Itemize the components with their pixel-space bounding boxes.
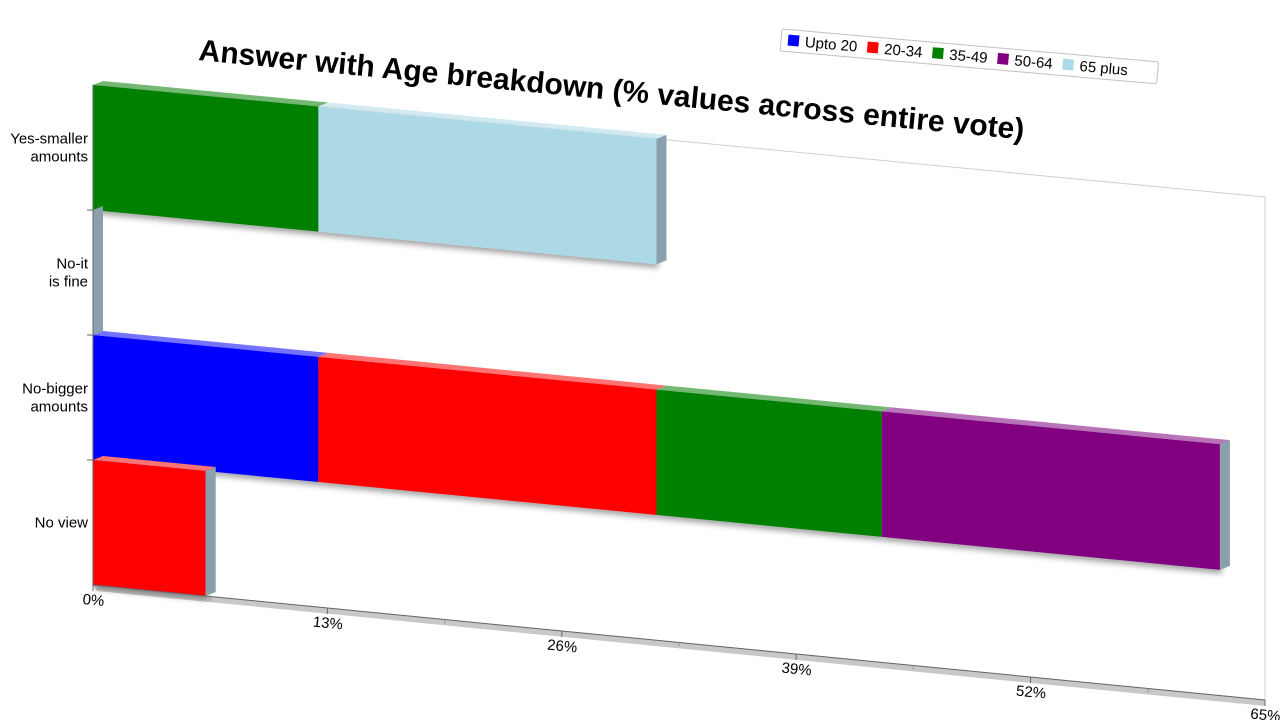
legend[interactable]: Upto 20 20-34 35-49 50-64 65 plus — [779, 28, 1159, 85]
x-tick-label: 0% — [82, 591, 105, 610]
category-label: No view — [35, 515, 89, 532]
legend-swatch — [1062, 58, 1075, 71]
bar-no-view-20-34[interactable] — [93, 460, 206, 597]
legend-label: 35-49 — [949, 47, 989, 67]
bar-top-35-49 — [93, 81, 329, 107]
bar-top-35-49 — [656, 385, 892, 412]
legend-swatch — [787, 34, 800, 47]
bar-end-cap — [656, 134, 667, 265]
bar-no-bigger-amounts-50-64[interactable] — [881, 411, 1220, 570]
x-tick-label: 65% — [1250, 706, 1280, 720]
bar-no-bigger-amounts-upto-20[interactable] — [93, 335, 319, 482]
bar-top-65-plus — [318, 102, 667, 139]
bar-yes-smaller-amounts-35-49[interactable] — [93, 85, 319, 232]
bar-no-bigger-amounts-20-34[interactable] — [318, 356, 657, 515]
bar-top-upto-20 — [93, 331, 329, 357]
bar-top-50-64 — [881, 407, 1230, 445]
bar-end-cap — [93, 206, 103, 335]
x-tick-label: 52% — [1015, 683, 1047, 703]
category-label: No-bigger amounts — [22, 381, 88, 416]
legend-label: Upto 20 — [804, 34, 858, 56]
bar-group-no-it-is-fine — [93, 206, 103, 335]
x-tick-label: 26% — [546, 637, 578, 657]
bars-group — [93, 81, 1230, 597]
legend-swatch — [997, 52, 1009, 65]
bar-group-no-bigger-amounts — [93, 331, 1230, 570]
legend-label: 65 plus — [1079, 58, 1129, 79]
category-label: No-it is fine — [49, 256, 89, 291]
category-label: Yes-smaller amounts — [10, 131, 88, 166]
x-tick-label: 13% — [312, 614, 344, 634]
bar-group-no-view — [93, 456, 216, 597]
bar-top-20-34 — [93, 456, 216, 471]
bar-no-bigger-amounts-35-49[interactable] — [656, 389, 882, 537]
legend-label: 20-34 — [883, 41, 923, 61]
legend-swatch — [931, 47, 944, 60]
bar-yes-smaller-amounts-65-plus[interactable] — [318, 106, 657, 265]
legend-label: 50-64 — [1014, 52, 1054, 72]
bar-group-yes-smaller-amounts — [93, 81, 667, 265]
bar-end-cap — [1219, 440, 1230, 570]
legend-swatch — [866, 41, 879, 54]
x-tick-label: 39% — [781, 660, 813, 680]
bar-top-20-34 — [318, 352, 667, 390]
bar-end-cap — [205, 466, 216, 597]
axes-group: Yes-smaller amounts No-it is fine No-bigger a… — [10, 85, 1280, 720]
